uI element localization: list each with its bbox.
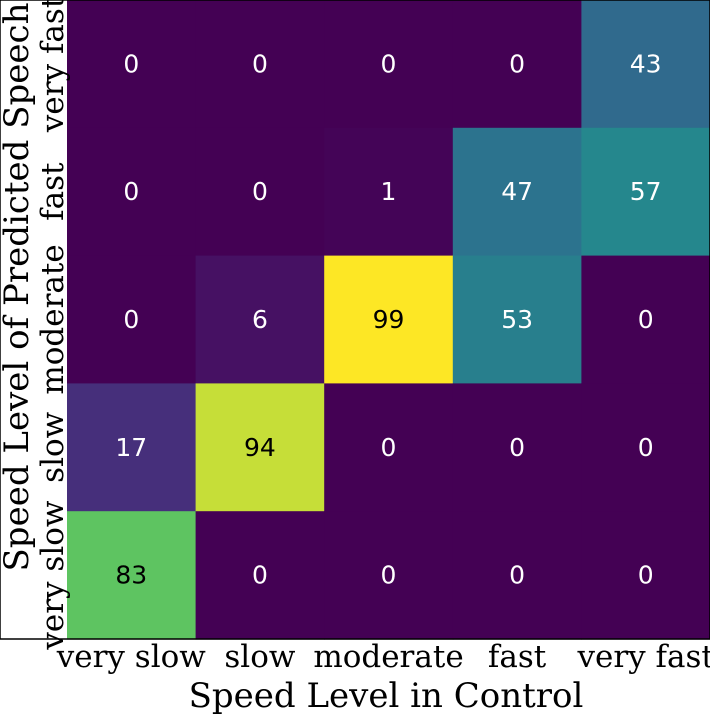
heatmap-cell bbox=[581, 255, 710, 384]
x-tick-label: fast bbox=[488, 639, 547, 675]
cell-value-label: 0 bbox=[252, 49, 268, 78]
heatmap-cell bbox=[195, 0, 325, 129]
cell-value-label: 0 bbox=[509, 49, 525, 78]
heatmap-cell bbox=[581, 127, 710, 257]
heatmap-cell bbox=[67, 0, 197, 129]
heatmap-cell bbox=[581, 511, 710, 640]
cell-value-label: 0 bbox=[252, 177, 268, 206]
cell-value-label: 47 bbox=[501, 177, 533, 206]
cell-value-label: 0 bbox=[123, 305, 139, 334]
heatmap-cell bbox=[67, 127, 197, 257]
cell-value-label: 0 bbox=[123, 177, 139, 206]
cell-value-label: 1 bbox=[381, 177, 397, 206]
heatmap-cell bbox=[195, 511, 325, 640]
cell-value-label: 57 bbox=[630, 177, 662, 206]
cell-value-label: 0 bbox=[638, 433, 654, 462]
y-axis-label: Speed Level of Predicted Speech bbox=[0, 3, 37, 572]
cell-value-label: 0 bbox=[123, 49, 139, 78]
cell-value-label: 0 bbox=[638, 561, 654, 590]
y-tick-label: very slow bbox=[35, 500, 71, 651]
heatmap-cell bbox=[452, 127, 582, 257]
cell-value-label: 0 bbox=[638, 305, 654, 334]
x-axis-label: Speed Level in Control bbox=[189, 676, 584, 715]
heatmap-cell bbox=[324, 511, 454, 640]
x-tick-label: moderate bbox=[313, 639, 463, 675]
heatmap-cell bbox=[67, 383, 197, 512]
heatmap-cell-labels: 0 0 0 0 43 0 0 1 47 57 0 6 99 53 0 17 94 0 0 0 83 0 0 0 0 bbox=[115, 49, 661, 589]
heatmap-cell bbox=[452, 511, 582, 640]
cell-value-label: 0 bbox=[509, 433, 525, 462]
y-tick-label: moderate bbox=[35, 244, 71, 394]
cell-value-label: 53 bbox=[501, 305, 533, 334]
heatmap-cell bbox=[324, 127, 454, 257]
heatmap-cell bbox=[452, 0, 582, 129]
cell-value-label: 0 bbox=[252, 561, 268, 590]
heatmap-cell bbox=[67, 255, 197, 384]
cell-value-label: 94 bbox=[244, 433, 276, 462]
plot-frame bbox=[0, 0, 710, 640]
cell-value-label: 6 bbox=[252, 305, 268, 334]
cell-value-label: 17 bbox=[115, 433, 147, 462]
heatmap-cell bbox=[195, 255, 325, 384]
y-tick-labels: very fast fast moderate slow very slow bbox=[35, 0, 71, 651]
x-tick-labels: very slow slow moderate fast very fast bbox=[56, 639, 710, 675]
heatmap-cell bbox=[452, 255, 582, 384]
cell-value-label: 0 bbox=[509, 561, 525, 590]
cell-value-label: 0 bbox=[381, 433, 397, 462]
heatmap-cell bbox=[324, 0, 454, 129]
x-tick-label: slow bbox=[224, 639, 295, 675]
x-tick-label: very slow bbox=[56, 639, 207, 675]
heatmap-cell bbox=[581, 0, 710, 129]
cell-value-label: 99 bbox=[373, 305, 405, 334]
y-tick-label: fast bbox=[35, 162, 71, 221]
heatmap-cell bbox=[195, 383, 325, 512]
y-tick-label: very fast bbox=[35, 0, 71, 133]
cell-value-label: 0 bbox=[381, 49, 397, 78]
heatmap-cell bbox=[195, 127, 325, 257]
x-tick-label: very fast bbox=[577, 639, 710, 675]
y-tick-label: slow bbox=[35, 411, 71, 482]
heatmap-cell bbox=[452, 383, 582, 512]
heatmap-cell bbox=[581, 383, 710, 512]
heatmap-cell bbox=[324, 383, 454, 512]
heatmap-cells bbox=[67, 0, 710, 640]
cell-value-label: 83 bbox=[115, 561, 147, 590]
heatmap-cell bbox=[324, 255, 454, 384]
cell-value-label: 43 bbox=[630, 49, 662, 78]
heatmap-cell bbox=[67, 511, 197, 640]
cell-value-label: 0 bbox=[381, 561, 397, 590]
